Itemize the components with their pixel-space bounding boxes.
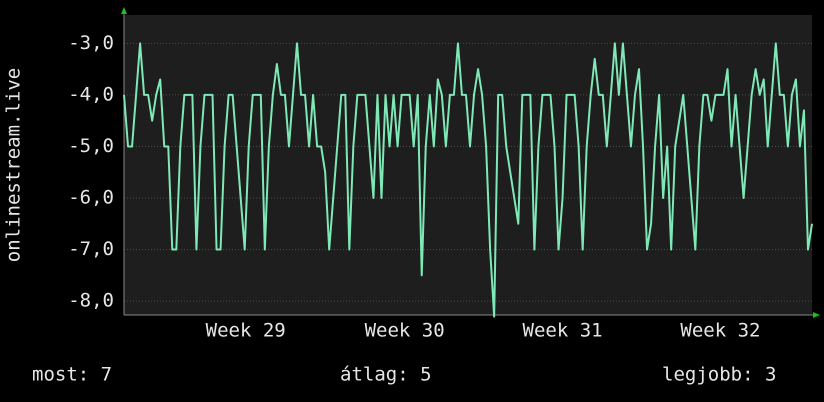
footer-stat: most: 7 — [32, 364, 112, 386]
footer-stat: legjobb: 3 — [662, 364, 776, 386]
y-axis-label: onlinestream.live — [3, 68, 25, 262]
axis-arrow — [813, 312, 820, 318]
y-tick-label: -5,0 — [68, 135, 114, 157]
y-tick-label: -6,0 — [68, 186, 114, 208]
y-tick-label: -7,0 — [68, 238, 114, 260]
x-tick-label: Week 32 — [680, 320, 760, 342]
line-series — [123, 42, 813, 318]
y-tick-label: -8,0 — [68, 290, 114, 312]
y-tick-label: -3,0 — [68, 32, 114, 54]
x-tick-label: Week 29 — [206, 320, 286, 342]
footer-stat: átlag: 5 — [340, 364, 432, 386]
plot-area — [124, 15, 812, 315]
x-tick-label: Week 31 — [523, 320, 603, 342]
x-tick-label: Week 30 — [365, 320, 445, 342]
y-tick-label: -4,0 — [68, 83, 114, 105]
